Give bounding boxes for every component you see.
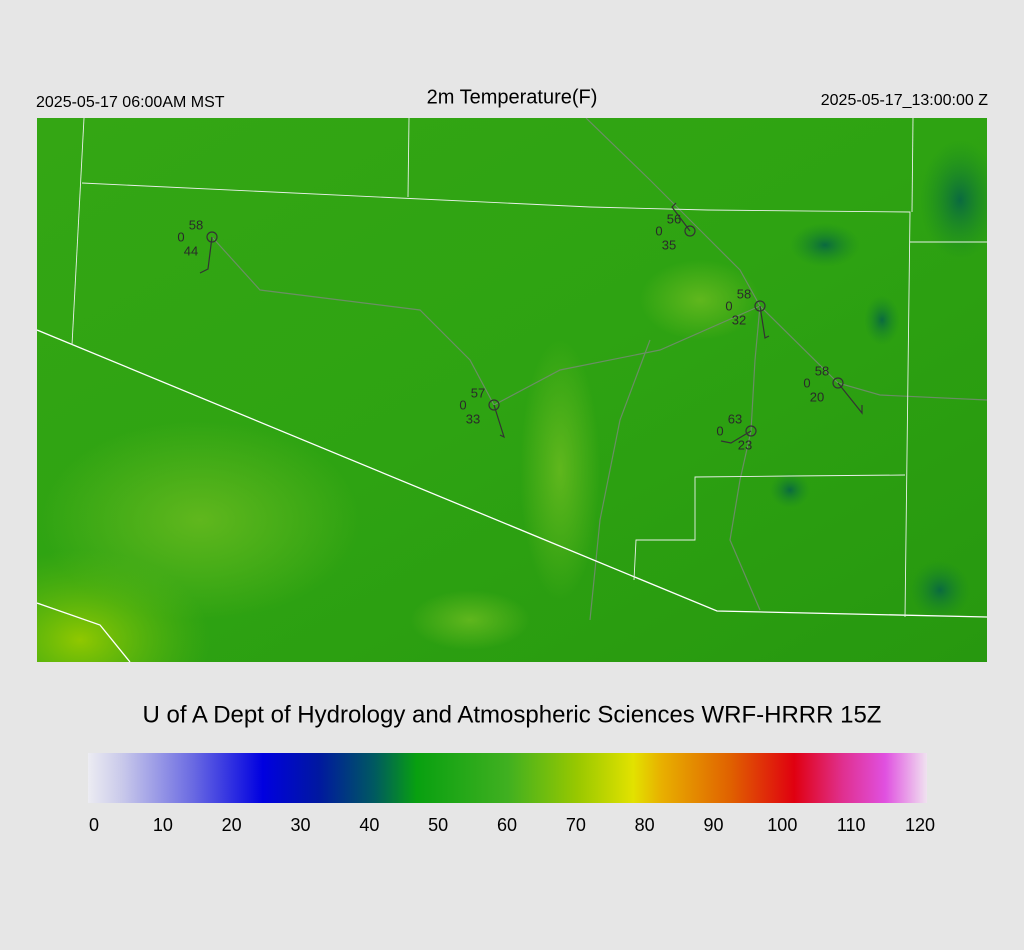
temperature: 63 — [728, 411, 742, 426]
colorbar-tick-label: 100 — [767, 815, 797, 835]
temperature: 57 — [471, 385, 485, 400]
station-value: 0 — [716, 423, 723, 438]
temperature: 58 — [815, 363, 829, 378]
station-circle — [488, 399, 500, 411]
wind-barb — [671, 202, 691, 232]
wind-barb — [837, 382, 863, 415]
station-circle — [206, 231, 218, 243]
dewpoint: 20 — [810, 389, 824, 404]
colorbar-tick-label: 40 — [359, 815, 379, 835]
station-circle — [754, 300, 766, 312]
dewpoint: 32 — [732, 312, 746, 327]
wind-barb — [720, 430, 752, 444]
wind-barb — [493, 404, 505, 439]
colorbar-ticks: 0 10 20 30 40 50 60 70 80 90 100 110 120 — [89, 815, 935, 835]
colorbar-tick-label: 80 — [635, 815, 655, 835]
station-value: 0 — [725, 298, 732, 313]
wind-barb — [199, 236, 213, 274]
temperature: 56 — [667, 211, 681, 226]
valid-time-local: 2025-05-17 06:00AM MST — [36, 94, 225, 111]
colorbar-tick-label: 90 — [703, 815, 723, 835]
station-circle — [745, 425, 757, 437]
colorbar-tick-label: 60 — [497, 815, 517, 835]
station-circle — [832, 377, 844, 389]
dewpoint: 44 — [184, 243, 198, 258]
colorbar-tick-label: 110 — [837, 815, 866, 835]
valid-time-utc: 2025-05-17_13:00:00 Z — [821, 92, 988, 109]
colorbar-tick-label: 0 — [89, 815, 99, 835]
station-value: 0 — [655, 223, 662, 238]
dewpoint: 33 — [466, 411, 480, 426]
station-value: 0 — [459, 397, 466, 412]
wind-barb — [759, 305, 770, 339]
colorbar — [88, 753, 927, 803]
colorbar-tick-label: 20 — [222, 815, 242, 835]
station-value: 0 — [803, 375, 810, 390]
colorbar-tick-label: 120 — [905, 815, 935, 835]
station-circle — [684, 225, 696, 237]
colorbar-tick-label: 70 — [566, 815, 586, 835]
dewpoint: 35 — [662, 237, 676, 252]
temperature: 58 — [737, 286, 751, 301]
dewpoint: 23 — [738, 437, 752, 452]
station-value: 0 — [177, 229, 184, 244]
colorbar-tick-label: 50 — [428, 815, 448, 835]
footer-title: U of A Dept of Hydrology and Atmospheric… — [143, 701, 882, 728]
temperature: 58 — [189, 217, 203, 232]
colorbar-tick-label: 10 — [153, 815, 173, 835]
map — [37, 118, 987, 662]
map-title: 2m Temperature(F) — [427, 86, 598, 108]
colorbar-tick-label: 30 — [290, 815, 310, 835]
